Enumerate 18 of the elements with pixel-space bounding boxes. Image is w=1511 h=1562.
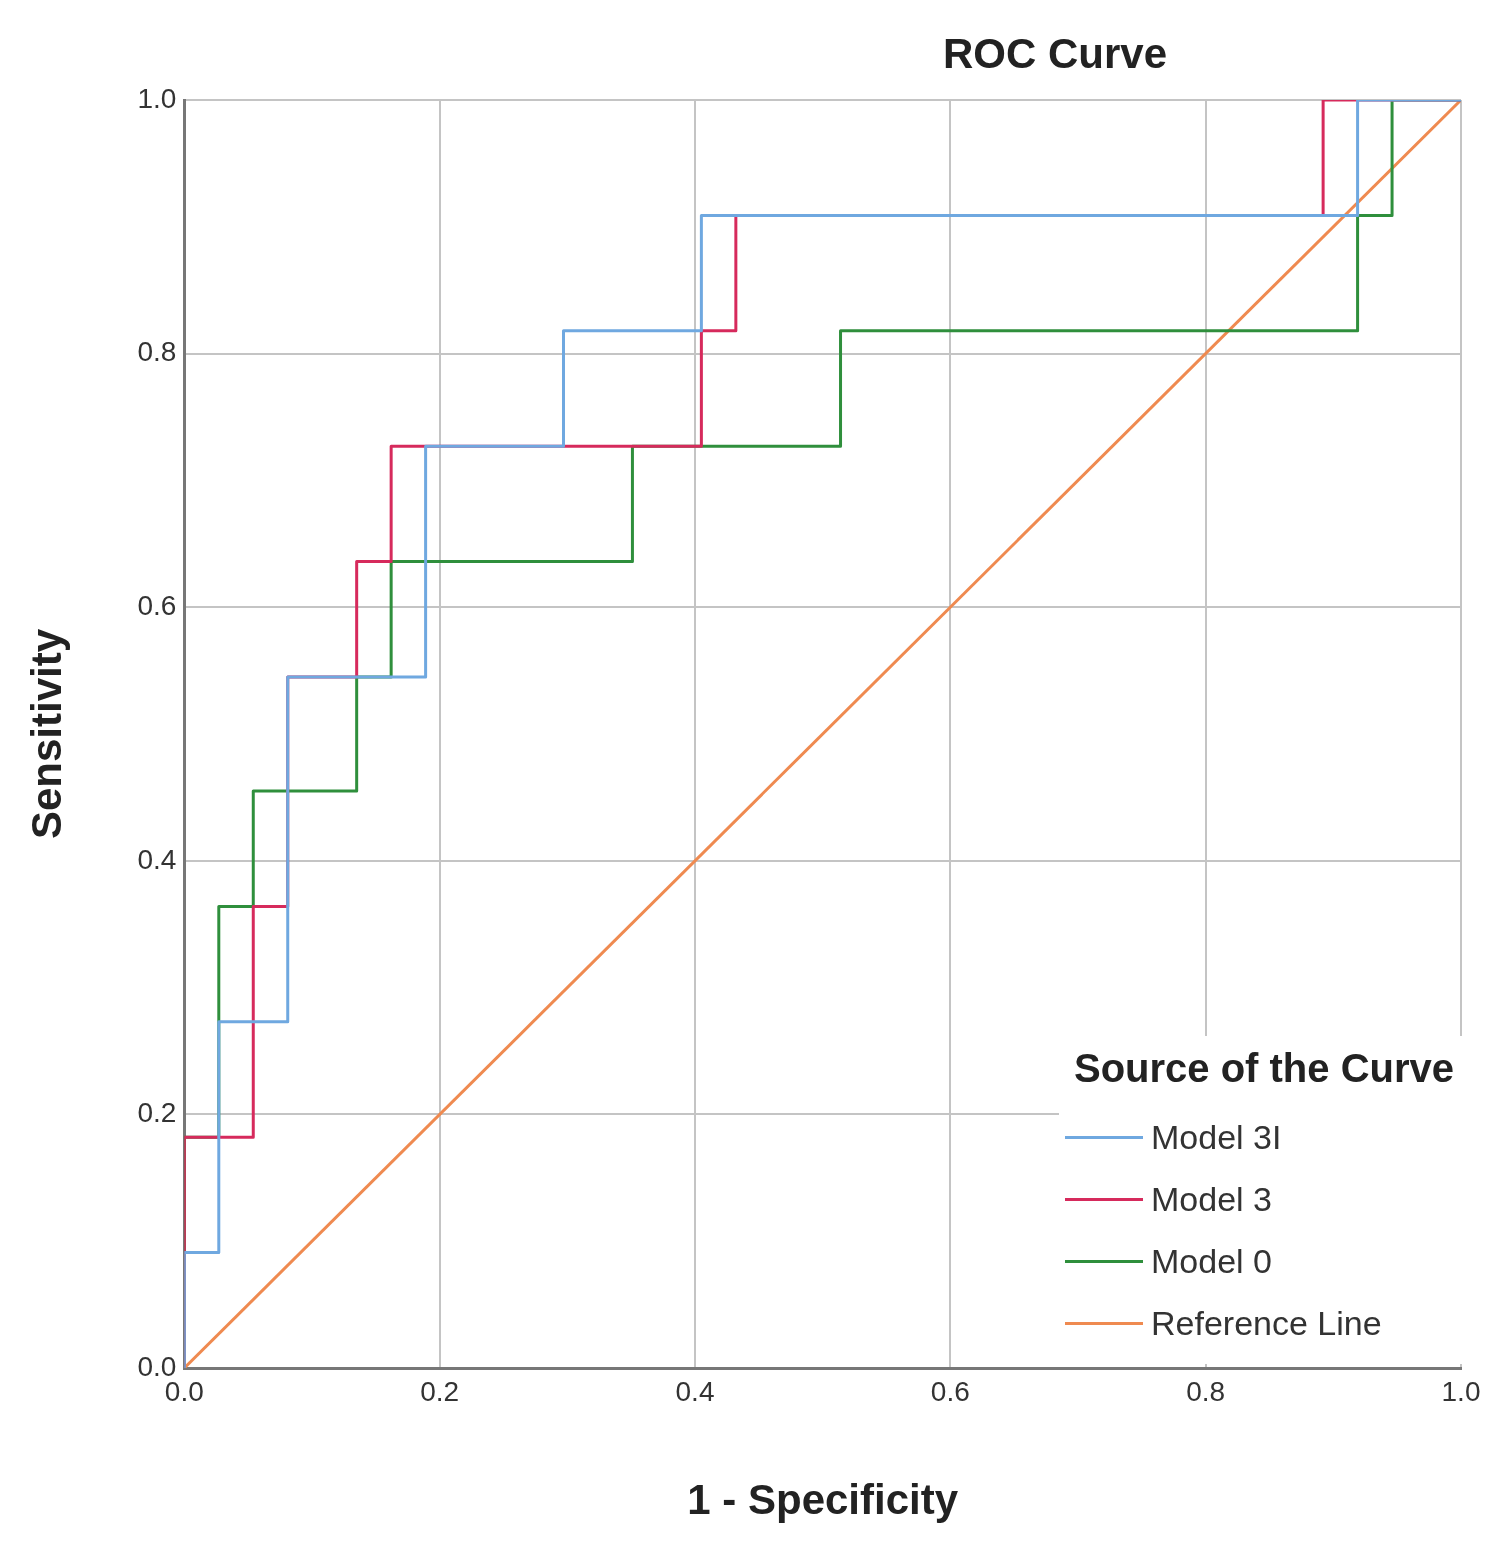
y-tick-label: 1.0 (137, 82, 177, 114)
y-tick-label: 0.2 (137, 1097, 177, 1129)
x-tick-label: 0.8 (1186, 1375, 1226, 1407)
y-tick-label: 0.8 (137, 336, 177, 368)
legend-label: Reference Line (1151, 1303, 1382, 1343)
legend-label: Model 0 (1151, 1241, 1272, 1281)
x-tick-label: 0.6 (930, 1375, 970, 1407)
legend-label: Model 3 (1151, 1179, 1272, 1219)
x-tick-label: 0.2 (420, 1375, 460, 1407)
legend-label: Model 3I (1151, 1117, 1282, 1157)
x-axis-title: 1 - Specificity (687, 1476, 959, 1524)
chart-title: ROC Curve (941, 30, 1169, 78)
y-axis-title: Sensitivity (22, 628, 70, 840)
y-tick-label: 0.4 (137, 843, 177, 875)
y-tick-label: 0.6 (137, 589, 177, 621)
legend-title: Source of the Curve (1072, 1045, 1456, 1092)
x-tick-label: 1.0 (1441, 1375, 1481, 1407)
x-tick-label: 0.4 (675, 1375, 715, 1407)
